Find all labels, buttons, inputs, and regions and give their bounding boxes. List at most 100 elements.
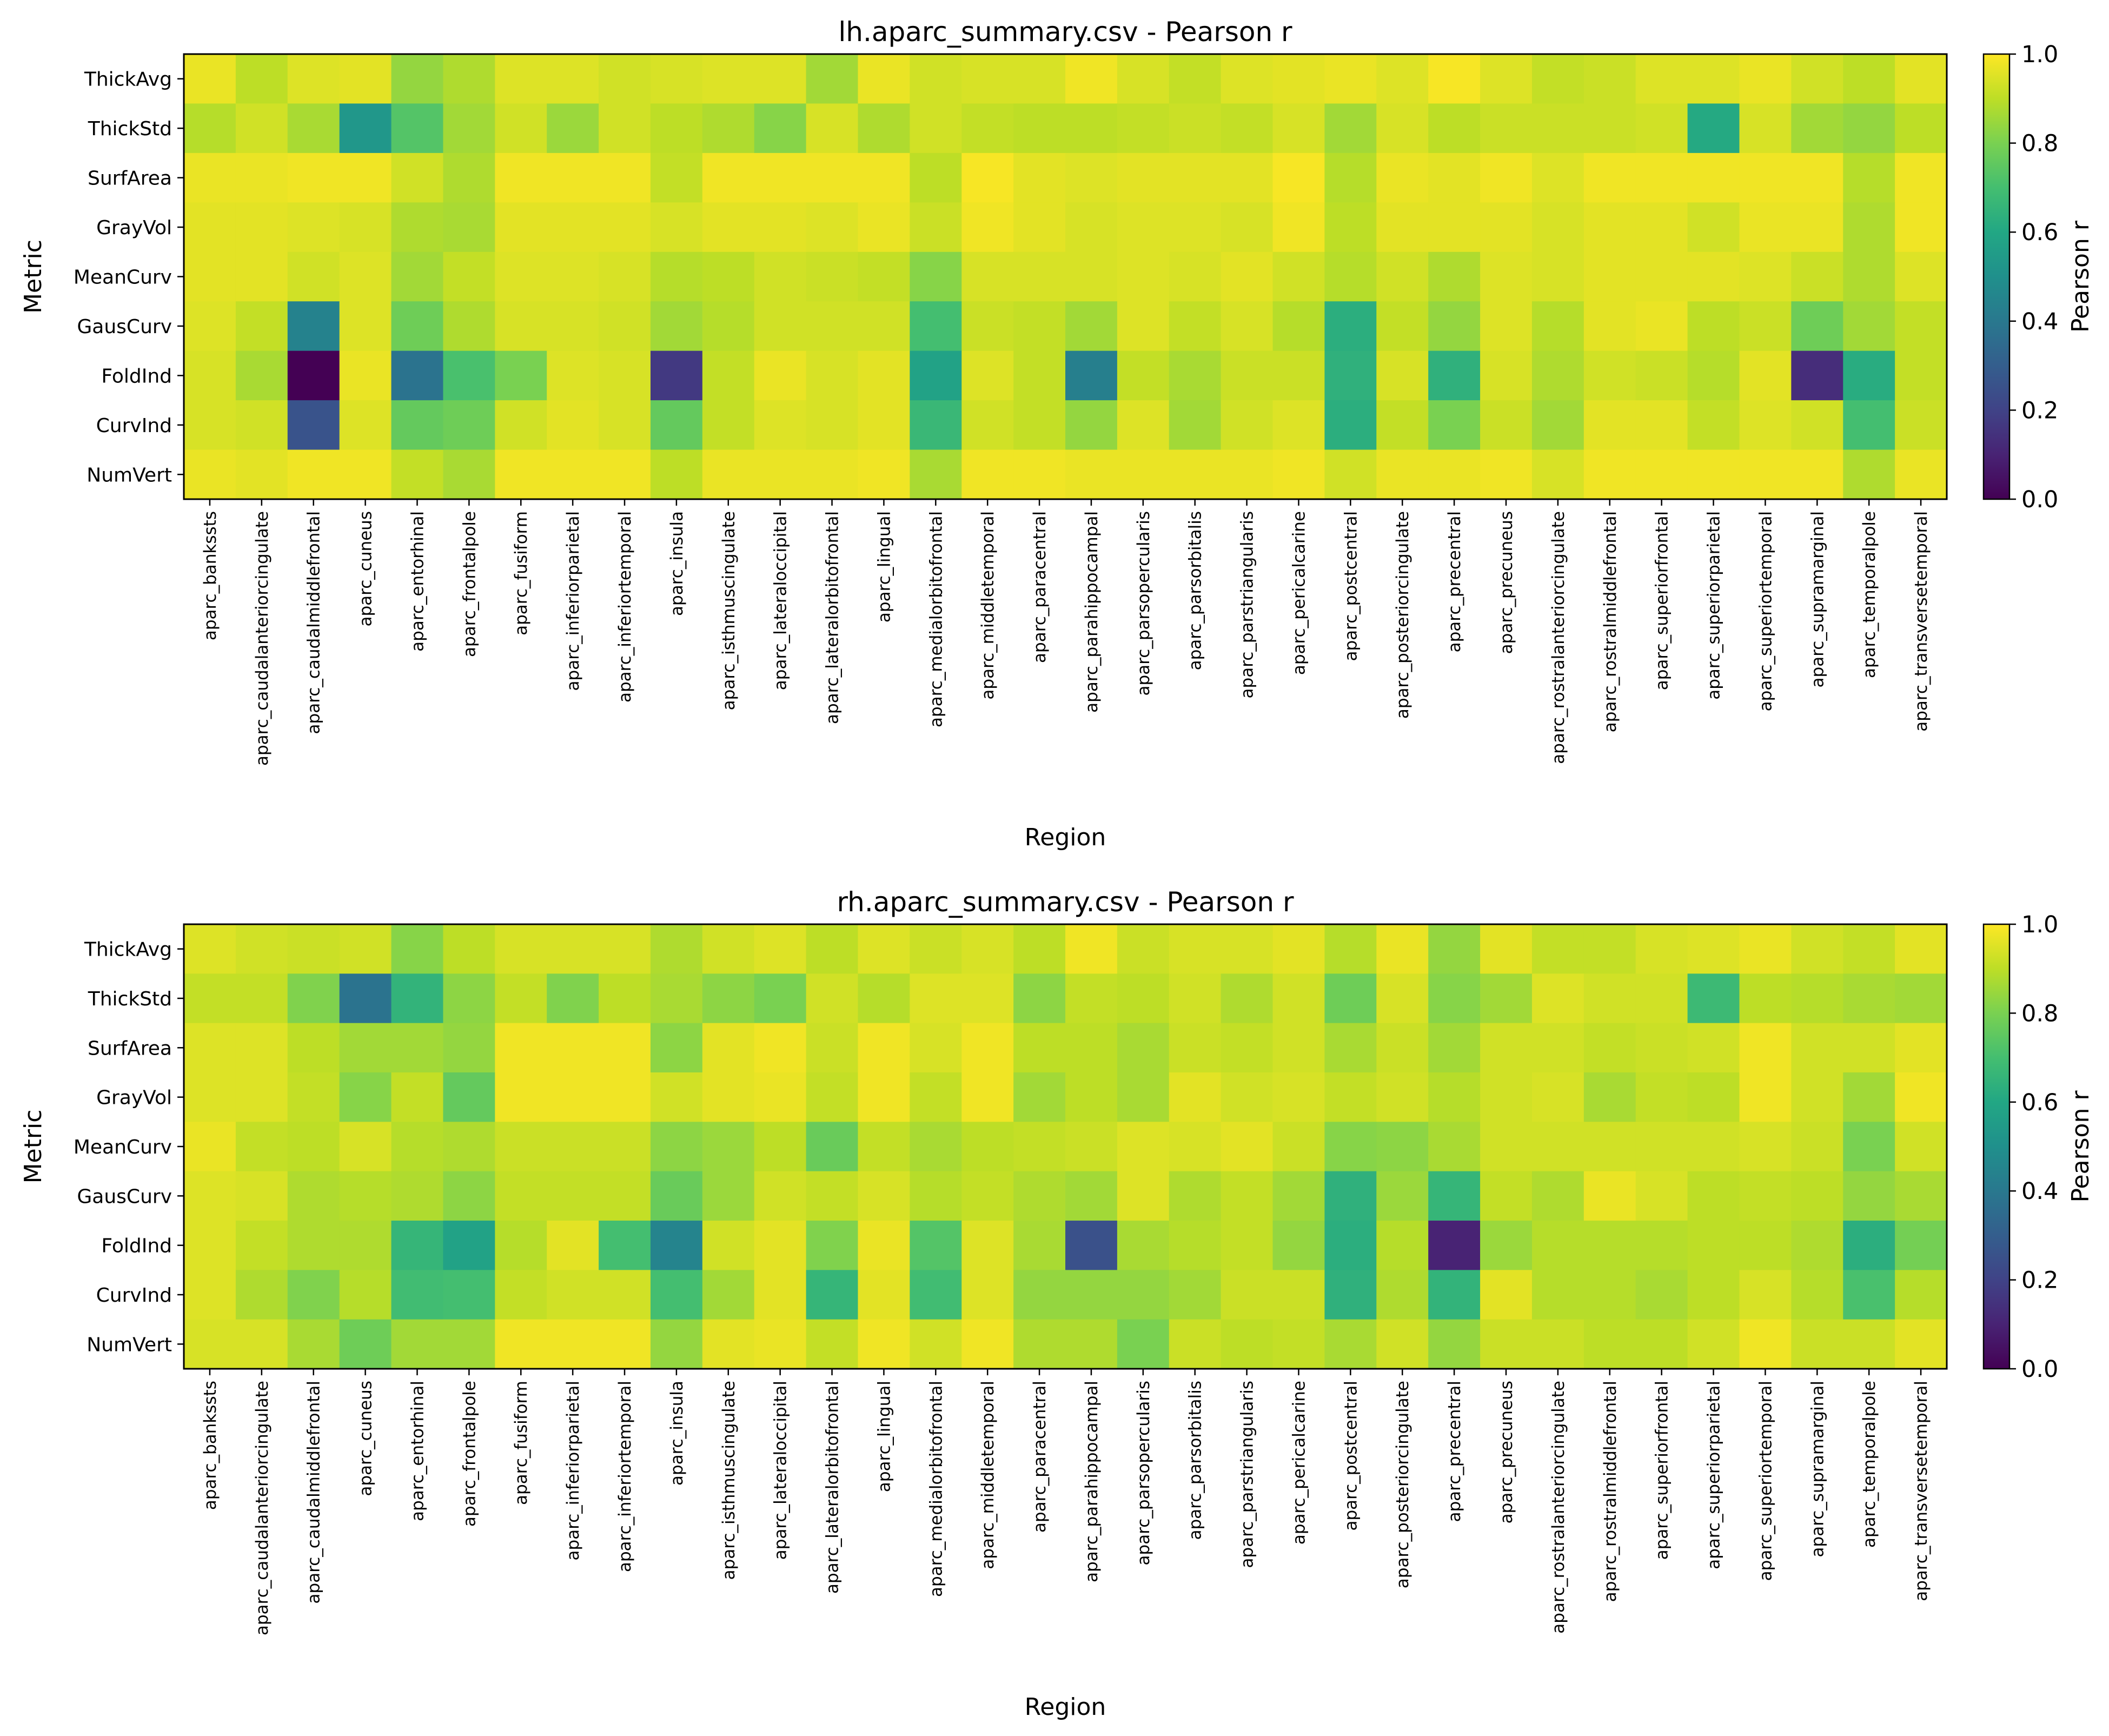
heatmap-cell <box>1895 54 1947 104</box>
heatmap-cell <box>1272 1221 1325 1270</box>
heatmap-cell <box>1687 1319 1740 1369</box>
heatmap-cell <box>1739 103 1792 154</box>
heatmap-cell <box>339 1270 392 1320</box>
heatmap-cell <box>1428 400 1481 450</box>
heatmap-cell <box>1635 1270 1688 1320</box>
heatmap-cell <box>1065 400 1118 450</box>
heatmap-cell <box>1583 202 1636 253</box>
y-tick-label: ThickAvg <box>84 69 172 91</box>
heatmap-cell <box>1531 202 1584 253</box>
heatmap-cell <box>1065 202 1118 253</box>
heatmap-cell <box>1895 973 1947 1024</box>
heatmap-cell <box>961 301 1014 352</box>
heatmap-cell <box>961 1270 1014 1320</box>
heatmap-cell <box>1117 1270 1170 1320</box>
heatmap-cell <box>599 1023 651 1073</box>
heatmap-cell <box>702 1171 755 1221</box>
heatmap-cell <box>1895 1122 1947 1172</box>
heatmap-cell <box>1376 1319 1429 1369</box>
heatmap-cell <box>1843 202 1895 253</box>
heatmap-cell <box>443 1319 495 1369</box>
heatmap-cell <box>1013 924 1066 974</box>
heatmap-cell <box>910 1072 962 1122</box>
heatmap-cell <box>547 1023 599 1073</box>
heatmap-cell <box>339 1023 392 1073</box>
heatmap-cell <box>1687 1122 1740 1172</box>
heatmap-cell <box>547 350 599 401</box>
heatmap-cell <box>1117 103 1170 154</box>
heatmap-cell <box>1324 1171 1377 1221</box>
heatmap-cell <box>1791 1221 1843 1270</box>
x-tick-label: aparc_fusiform <box>512 1381 531 1505</box>
x-tick-label: aparc_lateralorbitofrontal <box>823 511 843 724</box>
heatmap-cell <box>1895 924 1947 974</box>
heatmap-cell <box>1583 1122 1636 1172</box>
heatmap-cell <box>650 1221 703 1270</box>
heatmap-cell <box>961 924 1014 974</box>
heatmap-cell <box>1843 153 1895 203</box>
colorbar-tick-label: 1.0 <box>2021 41 2058 68</box>
heatmap-cell <box>1687 1221 1740 1270</box>
heatmap-cell <box>391 973 444 1024</box>
heatmap-cell <box>339 1319 392 1369</box>
heatmap-cell <box>1895 202 1947 253</box>
heatmap-cell <box>650 924 703 974</box>
heatmap-cell <box>599 1171 651 1221</box>
heatmap-cell <box>650 973 703 1024</box>
heatmap-cell <box>287 202 340 253</box>
heatmap-cell <box>1272 350 1325 401</box>
heatmap-cell <box>1480 251 1533 302</box>
heatmap-cell <box>1480 1171 1533 1221</box>
heatmap-cell <box>391 251 444 302</box>
heatmap-cell <box>1843 449 1895 500</box>
heatmap-cell <box>1895 1171 1947 1221</box>
heatmap-cell <box>495 1171 547 1221</box>
y-tick-label: NumVert <box>87 464 172 486</box>
heatmap-cell <box>339 103 392 154</box>
heatmap-cell <box>1583 103 1636 154</box>
heatmap-cell <box>1117 202 1170 253</box>
heatmap-cell <box>961 449 1014 500</box>
heatmap-cell <box>1221 400 1274 450</box>
y-tick-label: ThickAvg <box>84 939 172 961</box>
heatmap-cell <box>1013 400 1066 450</box>
heatmap-cell <box>184 103 236 154</box>
heatmap-cell <box>806 202 859 253</box>
heatmap-cell <box>1531 350 1584 401</box>
heatmap-cell <box>1013 1122 1066 1172</box>
x-tick-label: aparc_parsorbitalis <box>1186 1381 1205 1540</box>
colorbar-tick-label: 0.4 <box>2021 308 2058 335</box>
heatmap-cell <box>1583 400 1636 450</box>
heatmap-cell <box>1687 1171 1740 1221</box>
heatmap-cell <box>910 924 962 974</box>
heatmap-cell <box>443 1072 495 1122</box>
heatmap-cell <box>1117 251 1170 302</box>
heatmap-cell <box>235 350 288 401</box>
heatmap-cell <box>1428 1122 1481 1172</box>
heatmap-cell <box>184 54 236 104</box>
heatmap-cell <box>1583 1023 1636 1073</box>
heatmap-cell <box>1791 1171 1843 1221</box>
x-tick-label: aparc_inferiorparietal <box>563 511 583 691</box>
heatmap-cell <box>806 103 859 154</box>
heatmap-cell <box>1376 1221 1429 1270</box>
heatmap-cell <box>599 449 651 500</box>
heatmap-panel-2: rh.aparc_summary.csv - Pearson r ThickAvg… <box>19 886 2094 1721</box>
heatmap-cell <box>1583 1221 1636 1270</box>
heatmap-cell <box>1221 301 1274 352</box>
x-tick-label: aparc_parsorbitalis <box>1186 511 1205 670</box>
heatmap-cell <box>1895 1221 1947 1270</box>
colorbar-gradient <box>1982 923 2011 1370</box>
heatmap-cell <box>1324 301 1377 352</box>
chart-title: rh.aparc_summary.csv - Pearson r <box>837 886 1294 918</box>
heatmap-cell <box>1013 1319 1066 1369</box>
heatmap-cell <box>806 350 859 401</box>
heatmap-cell <box>443 350 495 401</box>
heatmap-cell <box>287 924 340 974</box>
heatmap-cell <box>1531 1270 1584 1320</box>
y-tick-label: ThickStd <box>88 118 172 140</box>
heatmap-cell <box>1791 1122 1843 1172</box>
colorbar-tick-label: 0.2 <box>2021 1267 2058 1294</box>
heatmap-cell <box>1739 1171 1792 1221</box>
